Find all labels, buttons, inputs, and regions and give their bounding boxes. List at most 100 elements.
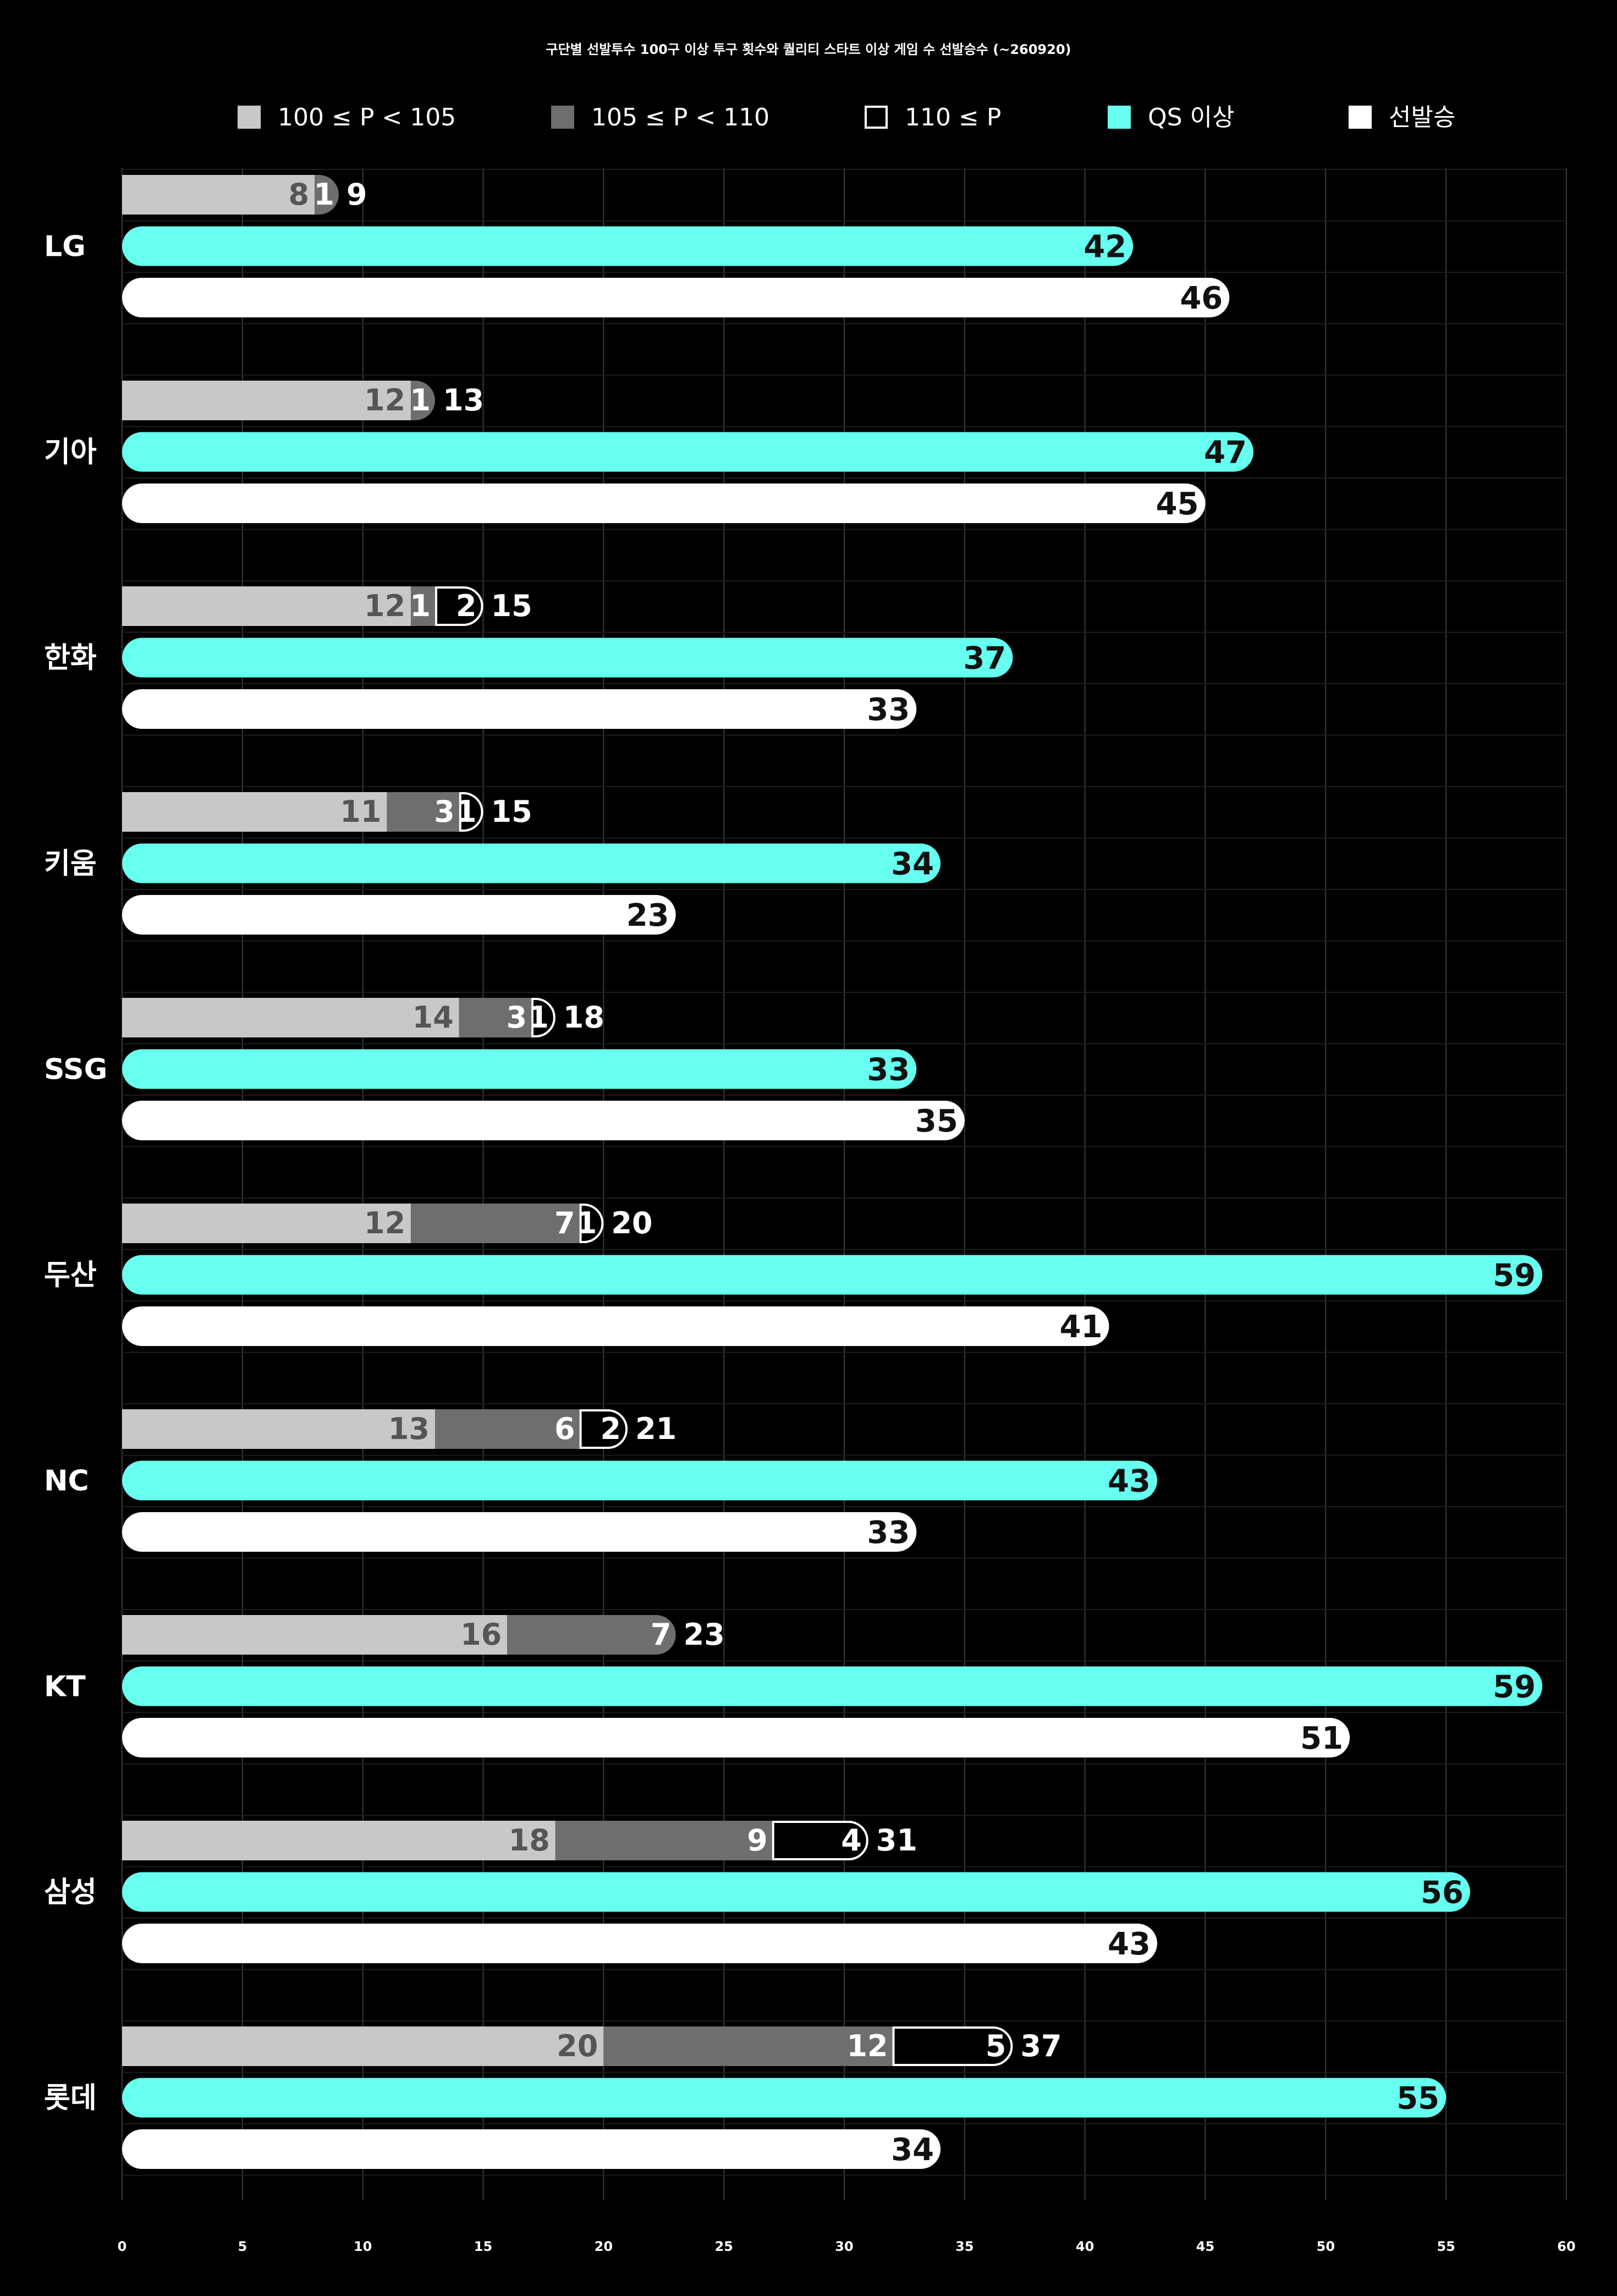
value-label-pitch-100-105: 12	[364, 1206, 405, 1240]
bar-qs	[142, 843, 941, 883]
legend-swatch-3	[1108, 106, 1131, 129]
x-tick-label-60: 60	[1557, 2239, 1575, 2254]
bar-pitch-105-110	[411, 381, 435, 420]
value-label-wins: 46	[1180, 281, 1223, 316]
bar-qs-left	[122, 1872, 142, 1912]
bar-wins	[142, 895, 676, 935]
value-label-wins: 33	[867, 692, 910, 728]
x-tick-label-55: 55	[1437, 2239, 1455, 2254]
value-label-qs: 55	[1396, 2081, 1439, 2117]
value-label-pitch-105-110: 1	[410, 589, 431, 623]
bar-qs-left	[122, 2078, 142, 2118]
team-label: 한화	[44, 642, 97, 675]
bar-qs	[142, 1872, 1470, 1912]
value-label-pitch-100-105: 20	[557, 2029, 598, 2063]
bar-wins	[142, 484, 1206, 523]
value-label-pitch-110-plus: 5	[986, 2029, 1007, 2063]
bar-pitch-105-110	[435, 1409, 580, 1449]
bar-wins-left	[122, 1718, 142, 1757]
team-label: 삼성	[44, 1876, 97, 1909]
bar-qs	[142, 1666, 1543, 1706]
x-tick-label-45: 45	[1196, 2239, 1214, 2254]
x-tick-label-10: 10	[354, 2239, 372, 2254]
team-label: LG	[44, 230, 86, 263]
legend-label-2: 110 ≤ P	[905, 103, 1001, 131]
legend-swatch-4	[1349, 106, 1372, 129]
bar-wins-left	[122, 1306, 142, 1346]
value-label-wins: 41	[1059, 1309, 1102, 1345]
legend-label-4: 선발승	[1389, 103, 1455, 131]
value-label-wins: 45	[1156, 486, 1199, 522]
value-label-pitch-total: 13	[443, 383, 484, 418]
value-label-pitch-105-110: 3	[434, 794, 455, 829]
x-tick-label-15: 15	[474, 2239, 492, 2254]
bar-pitch-100-105	[122, 586, 411, 626]
bar-wins	[142, 689, 917, 729]
bar-pitch-105-110	[459, 998, 532, 1037]
bar-pitch-110-plus	[531, 998, 556, 1037]
bar-qs-left	[122, 843, 142, 883]
bar-pitch-105-110	[411, 586, 435, 626]
bar-qs-left	[122, 638, 142, 678]
bar-pitch-105-110	[555, 1821, 772, 1860]
value-label-pitch-105-110: 1	[314, 177, 334, 212]
bar-wins	[142, 1924, 1157, 1963]
value-label-pitch-100-105: 12	[364, 383, 405, 418]
legend-label-1: 105 ≤ P < 110	[591, 103, 769, 131]
bar-pitch-100-105-left	[122, 381, 142, 420]
team-label: 기아	[44, 436, 97, 469]
bar-wins-left	[122, 1512, 142, 1552]
bar-pitch-100-105-left	[122, 998, 142, 1037]
bar-qs-left	[122, 1460, 142, 1501]
legend-label-0: 100 ≤ P < 105	[278, 103, 456, 131]
value-label-qs: 59	[1493, 1669, 1536, 1705]
bar-wins-left	[122, 1101, 142, 1140]
team-label: NC	[44, 1465, 89, 1498]
value-label-qs: 33	[867, 1052, 910, 1088]
bar-pitch-100-105	[122, 1615, 508, 1655]
bar-wins-left	[122, 484, 142, 523]
bar-wins	[142, 1101, 965, 1140]
bar-qs-left	[122, 226, 142, 266]
bar-qs-left	[122, 1049, 142, 1089]
bar-pitch-100-105-left	[122, 586, 142, 626]
bar-pitch-110-plus	[892, 2026, 1013, 2066]
value-label-pitch-100-105: 12	[364, 589, 405, 623]
value-label-wins: 51	[1300, 1721, 1343, 1756]
bar-pitch-105-110	[315, 175, 339, 215]
bar-qs-left	[122, 1666, 142, 1706]
bar-pitch-110-plus	[435, 586, 483, 626]
bar-wins-left	[122, 895, 142, 935]
bar-wins-left	[122, 278, 142, 317]
value-label-qs: 43	[1108, 1464, 1151, 1499]
team-label: 키움	[44, 848, 97, 881]
value-label-wins: 34	[891, 2132, 934, 2168]
bar-pitch-100-105	[122, 175, 315, 215]
value-label-pitch-105-110: 1	[410, 383, 431, 418]
bar-wins	[142, 1718, 1350, 1757]
value-label-pitch-total: 31	[876, 1823, 917, 1858]
value-label-wins: 33	[867, 1515, 910, 1551]
value-label-pitch-110-plus: 1	[528, 1000, 549, 1035]
legend-swatch-2	[865, 106, 888, 129]
bar-pitch-100-105-left	[122, 1204, 142, 1243]
value-label-pitch-total: 20	[611, 1206, 652, 1240]
x-tick-label-35: 35	[955, 2239, 974, 2254]
bar-qs	[142, 1460, 1157, 1501]
team-label: SSG	[44, 1053, 107, 1086]
value-label-pitch-100-105: 8	[289, 177, 310, 212]
chart-title: 구단별 선발투수 100구 이상 투구 횟수와 퀄리티 스타트 이상 게임 수 …	[546, 42, 1071, 57]
value-label-pitch-100-105: 13	[388, 1411, 430, 1446]
bar-pitch-100-105	[122, 1409, 435, 1449]
value-label-qs: 56	[1421, 1875, 1464, 1911]
value-label-pitch-110-plus: 2	[456, 589, 477, 623]
bar-qs	[142, 1049, 917, 1089]
value-label-pitch-110-plus: 1	[456, 794, 477, 829]
value-label-qs: 34	[891, 847, 934, 882]
legend-swatch-0	[238, 106, 261, 129]
value-label-qs: 47	[1204, 435, 1247, 471]
bar-pitch-100-105	[122, 381, 411, 420]
x-tick-label-40: 40	[1076, 2239, 1094, 2254]
value-label-pitch-105-110: 7	[554, 1206, 575, 1240]
x-tick-label-50: 50	[1317, 2239, 1335, 2254]
